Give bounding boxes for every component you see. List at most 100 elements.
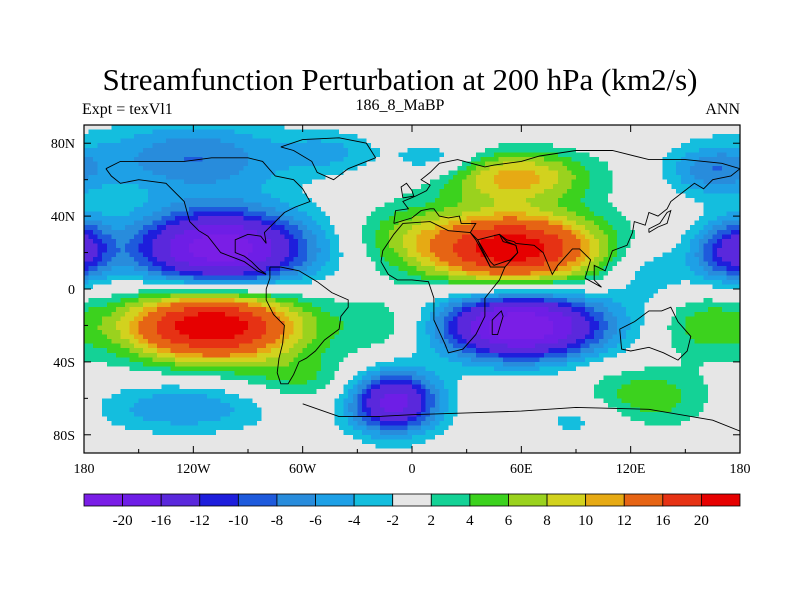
contour-cell bbox=[343, 220, 349, 226]
contour-cell bbox=[88, 257, 94, 263]
contour-cell bbox=[494, 147, 500, 153]
contour-cell bbox=[712, 252, 718, 258]
contour-cell bbox=[93, 216, 99, 222]
contour-cell bbox=[539, 161, 545, 167]
contour-cell bbox=[671, 188, 677, 194]
contour-cell bbox=[348, 143, 354, 149]
contour-cell bbox=[717, 275, 723, 281]
contour-cell bbox=[717, 129, 723, 135]
contour-cell bbox=[571, 152, 577, 158]
contour-cell bbox=[457, 275, 463, 281]
contour-cell bbox=[453, 229, 459, 235]
contour-cell bbox=[516, 156, 522, 163]
contour-cell bbox=[689, 238, 696, 245]
contour-cell bbox=[325, 248, 331, 254]
contour-cell bbox=[170, 234, 176, 240]
contour-cell bbox=[635, 238, 641, 245]
contour-cell bbox=[402, 270, 409, 276]
contour-cell bbox=[489, 220, 495, 226]
contour-cell bbox=[270, 161, 276, 167]
contour-cell bbox=[648, 197, 655, 204]
contour-cell bbox=[685, 234, 691, 240]
contour-cell bbox=[525, 152, 532, 158]
contour-cell bbox=[138, 238, 144, 245]
contour-cell bbox=[553, 184, 559, 190]
contour-cell bbox=[658, 143, 664, 149]
contour-cell bbox=[580, 275, 586, 281]
contour-cell bbox=[284, 179, 290, 185]
contour-cell bbox=[644, 134, 650, 140]
contour-cell bbox=[84, 252, 90, 258]
contour-cell bbox=[530, 152, 536, 158]
contour-cell bbox=[166, 261, 172, 267]
contour-cell bbox=[580, 229, 586, 235]
contour-cell bbox=[416, 156, 422, 163]
contour-cell bbox=[703, 275, 709, 281]
contour-cell bbox=[685, 207, 691, 213]
contour-cell bbox=[398, 156, 404, 163]
contour-cell bbox=[589, 270, 595, 276]
contour-cell bbox=[462, 202, 468, 208]
contour-cell bbox=[699, 125, 705, 131]
contour-cell bbox=[348, 270, 354, 276]
contour-cell bbox=[585, 152, 591, 158]
contour-cell bbox=[134, 243, 140, 249]
contour-cell bbox=[348, 225, 354, 231]
contour-cell bbox=[448, 220, 454, 226]
contour-cell bbox=[325, 161, 331, 167]
contour-cell bbox=[639, 147, 645, 153]
contour-cell bbox=[348, 257, 354, 263]
contour-cell bbox=[685, 193, 691, 199]
contour-cell bbox=[284, 125, 290, 131]
contour-cell bbox=[730, 248, 737, 254]
contour-cell bbox=[402, 184, 409, 190]
contour-cell bbox=[662, 275, 668, 281]
contour-cell bbox=[389, 143, 395, 149]
contour-cell bbox=[594, 211, 600, 217]
contour-cell bbox=[270, 279, 276, 286]
contour-cell bbox=[106, 266, 112, 272]
contour-cell bbox=[644, 275, 650, 281]
contour-cell bbox=[503, 197, 509, 204]
contour-cell bbox=[380, 193, 386, 199]
contour-cell bbox=[211, 248, 217, 254]
contour-cell bbox=[357, 252, 363, 258]
contour-cell bbox=[407, 134, 413, 140]
contour-cell bbox=[134, 275, 140, 281]
contour-cell bbox=[216, 125, 222, 131]
contour-cell bbox=[88, 248, 94, 254]
contour-cell bbox=[138, 184, 144, 190]
contour-cell bbox=[507, 138, 513, 144]
contour-cell bbox=[689, 179, 696, 185]
contour-cell bbox=[521, 184, 527, 190]
contour-cell bbox=[352, 156, 358, 163]
contour-cell bbox=[97, 216, 103, 222]
contour-cell bbox=[594, 275, 600, 281]
contour-cell bbox=[343, 202, 349, 208]
contour-cell bbox=[630, 175, 636, 181]
contour-cell bbox=[425, 193, 431, 199]
contour-cell bbox=[576, 161, 582, 167]
contour-cell bbox=[571, 175, 577, 181]
contour-cell bbox=[662, 125, 668, 131]
contour-cell bbox=[585, 252, 591, 258]
contour-cell bbox=[252, 193, 258, 199]
contour-cell bbox=[589, 184, 595, 190]
contour-cell bbox=[439, 161, 445, 167]
contour-cell bbox=[630, 257, 636, 263]
contour-cell bbox=[284, 275, 290, 281]
contour-cell bbox=[339, 238, 345, 245]
contour-cell bbox=[147, 270, 153, 276]
contour-cell bbox=[617, 225, 623, 231]
contour-cell bbox=[188, 234, 194, 240]
contour-cell bbox=[489, 125, 495, 131]
contour-cell bbox=[179, 270, 185, 276]
contour-cell bbox=[694, 225, 700, 231]
contour-cell bbox=[179, 170, 185, 176]
contour-cell bbox=[612, 156, 618, 163]
contour-cell bbox=[453, 248, 459, 254]
contour-cell bbox=[334, 238, 340, 245]
contour-cell bbox=[93, 134, 99, 140]
contour-cell bbox=[238, 175, 245, 181]
contour-cell bbox=[257, 161, 263, 167]
